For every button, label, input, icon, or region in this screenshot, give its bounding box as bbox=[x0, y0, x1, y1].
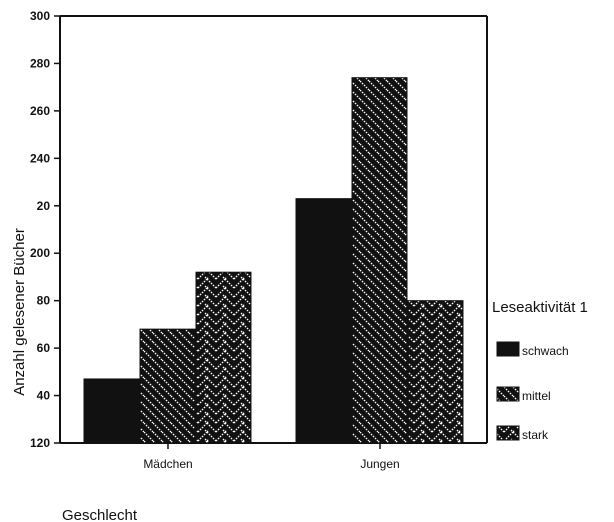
y-tick-label: 20 bbox=[37, 199, 51, 213]
bars bbox=[83, 77, 464, 444]
y-tick-label: 240 bbox=[30, 151, 50, 165]
bar-schwach-maedchen bbox=[83, 378, 140, 444]
y-tick-label: 40 bbox=[37, 389, 51, 403]
x-tick-label: Mädchen bbox=[143, 457, 192, 471]
x-axis-ticks: Mädchen Jungen bbox=[143, 443, 400, 471]
bar-mittel-maedchen bbox=[139, 328, 196, 444]
legend-label-mittel: mittel bbox=[522, 389, 551, 403]
legend-swatch-schwach bbox=[496, 341, 520, 357]
y-tick-label: 200 bbox=[30, 246, 50, 260]
plot-area: 120 40 60 80 200 20 240 260 280 300 Mädchen Jungen bbox=[30, 9, 488, 471]
legend-label-stark: stark bbox=[522, 428, 549, 442]
legend-label-schwach: schwach bbox=[522, 344, 569, 358]
y-tick-label: 260 bbox=[30, 104, 50, 118]
bar-stark-maedchen bbox=[195, 271, 252, 444]
y-tick-label: 280 bbox=[30, 56, 50, 70]
x-tick-label: Jungen bbox=[360, 457, 399, 471]
legend-swatch-mittel bbox=[496, 386, 520, 402]
y-tick-label: 60 bbox=[37, 341, 51, 355]
y-tick-label: 80 bbox=[37, 294, 51, 308]
y-axis-ticks: 120 40 60 80 200 20 240 260 280 300 bbox=[30, 9, 60, 450]
y-tick-label: 300 bbox=[30, 9, 50, 23]
legend: Leseaktivität 1 schwach mittel stark bbox=[492, 299, 588, 442]
bar-schwach-jungen bbox=[295, 198, 352, 444]
legend-title: Leseaktivität 1 bbox=[492, 299, 588, 316]
y-axis-title: Anzahl gelesener Bücher bbox=[11, 228, 28, 396]
bar-stark-jungen bbox=[407, 300, 464, 444]
y-tick-label: 120 bbox=[30, 436, 50, 450]
legend-swatch-stark bbox=[496, 425, 520, 441]
x-axis-title: Geschlecht bbox=[62, 507, 138, 522]
legend-items: schwach mittel stark bbox=[496, 341, 569, 442]
bar-mittel-jungen bbox=[351, 77, 408, 444]
